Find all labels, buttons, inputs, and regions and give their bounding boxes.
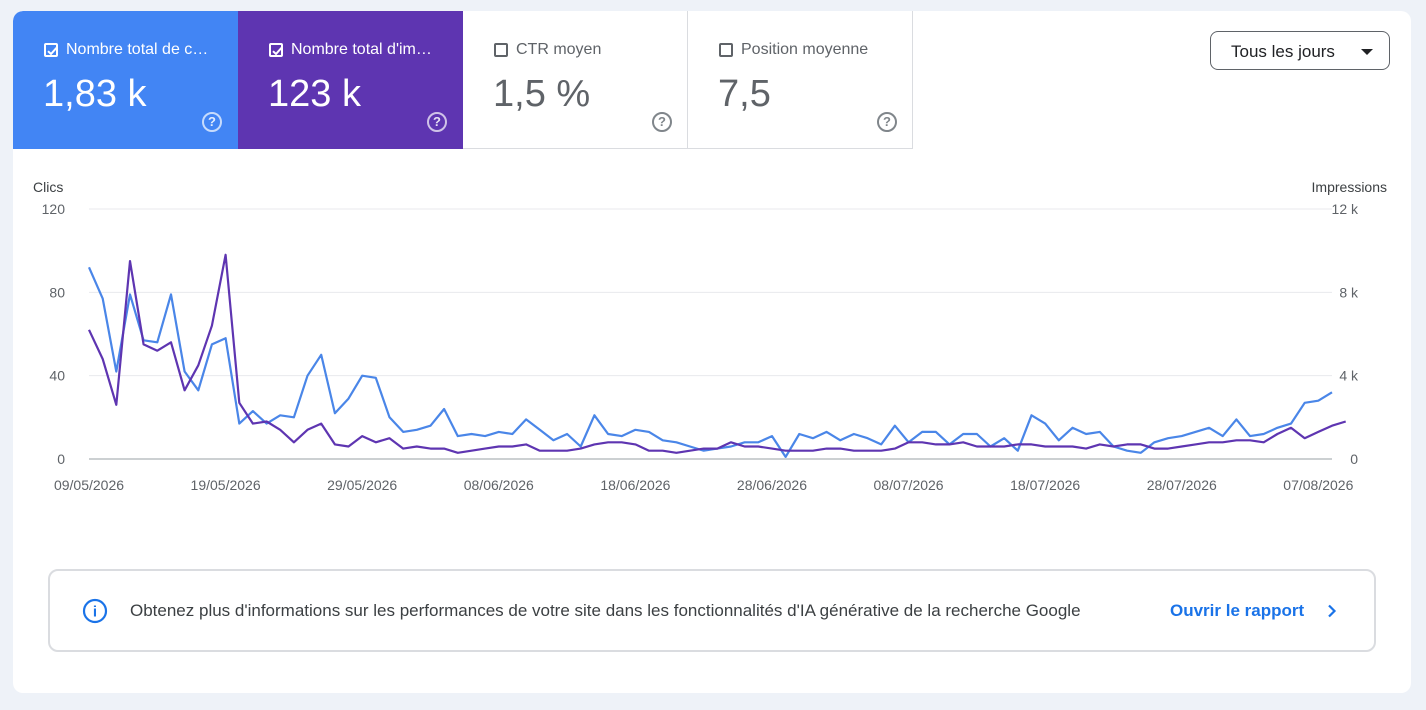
- right-tick-label: 12 k: [1332, 201, 1359, 217]
- left-axis-title: Clics: [33, 179, 63, 195]
- help-icon[interactable]: ?: [652, 112, 672, 132]
- checkbox-unchecked-icon[interactable]: [719, 43, 733, 57]
- left-tick-label: 80: [49, 284, 65, 300]
- svg-text:i: i: [93, 604, 97, 621]
- performance-card: Nombre total de c… 1,83 k ? Nombre total…: [13, 11, 1411, 693]
- x-tick-label: 28/06/2026: [737, 477, 807, 493]
- info-icon: i: [82, 598, 108, 624]
- metric-total-clicks[interactable]: Nombre total de c… 1,83 k ?: [13, 11, 238, 149]
- x-tick-label: 08/07/2026: [874, 477, 944, 493]
- clicks-series-line: [87, 266, 1333, 458]
- right-tick-label: 8 k: [1339, 284, 1359, 300]
- date-range-label: Tous les jours: [1231, 42, 1335, 61]
- metric-average-ctr[interactable]: CTR moyen 1,5 % ?: [463, 11, 688, 149]
- chevron-right-icon[interactable]: [1325, 603, 1339, 619]
- open-report-link[interactable]: Ouvrir le rapport: [1170, 601, 1305, 620]
- x-tick-label: 29/05/2026: [327, 477, 397, 493]
- info-banner: i Obtenez plus d'informations sur les pe…: [48, 569, 1376, 652]
- metric-value: 123 k: [268, 73, 361, 115]
- left-tick-label: 120: [42, 201, 66, 217]
- metric-total-impressions[interactable]: Nombre total d'im… 123 k ?: [238, 11, 463, 149]
- x-tick-label: 08/06/2026: [464, 477, 534, 493]
- right-tick-label: 0: [1350, 451, 1358, 467]
- right-axis-title: Impressions: [1312, 179, 1387, 195]
- performance-chart: 0 0 40 4 k 80 8 k 120 12 k Clics Impressions 09/05…: [33, 179, 1387, 493]
- x-tick-label: 07/08/2026: [1283, 477, 1353, 493]
- x-tick-label: 09/05/2026: [54, 477, 124, 493]
- banner-message: Obtenez plus d'informations sur les perf…: [130, 601, 1081, 620]
- x-tick-label: 18/07/2026: [1010, 477, 1080, 493]
- impressions-series-line: [88, 253, 1347, 454]
- metric-value: 1,5 %: [493, 73, 591, 115]
- date-range-dropdown[interactable]: Tous les jours: [1210, 31, 1390, 70]
- caret-down-icon: [1361, 49, 1373, 55]
- x-tick-label: 18/06/2026: [600, 477, 670, 493]
- metric-value: 1,83 k: [43, 73, 147, 115]
- metric-value: 7,5: [718, 73, 771, 115]
- help-icon[interactable]: ?: [202, 112, 222, 132]
- metric-average-position[interactable]: Position moyenne 7,5 ?: [688, 11, 913, 149]
- help-icon[interactable]: ?: [877, 112, 897, 132]
- checkbox-checked-icon[interactable]: [269, 43, 283, 57]
- x-tick-label: 28/07/2026: [1147, 477, 1217, 493]
- checkbox-checked-icon[interactable]: [44, 43, 58, 57]
- checkbox-unchecked-icon[interactable]: [494, 43, 508, 57]
- left-tick-label: 0: [57, 451, 65, 467]
- help-icon[interactable]: ?: [427, 112, 447, 132]
- x-tick-label: 19/05/2026: [191, 477, 261, 493]
- left-tick-label: 40: [49, 368, 65, 384]
- right-tick-label: 4 k: [1339, 368, 1359, 384]
